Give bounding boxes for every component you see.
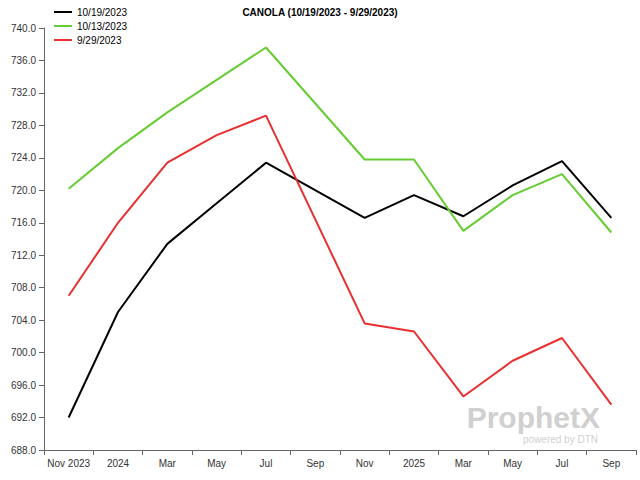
svg-text:712.0: 712.0 [11,250,36,261]
svg-text:9/29/2023: 9/29/2023 [77,35,122,46]
svg-text:Mar: Mar [455,458,473,469]
svg-text:736.0: 736.0 [11,55,36,66]
svg-text:696.0: 696.0 [11,380,36,391]
svg-text:688.0: 688.0 [11,445,36,456]
svg-text:740.0: 740.0 [11,23,36,34]
svg-text:728.0: 728.0 [11,120,36,131]
svg-text:700.0: 700.0 [11,347,36,358]
svg-text:Sep: Sep [602,458,620,469]
svg-text:Jul: Jul [260,458,273,469]
svg-text:ProphetX: ProphetX [467,401,600,434]
svg-text:2024: 2024 [107,458,130,469]
svg-text:708.0: 708.0 [11,282,36,293]
svg-text:Mar: Mar [159,458,177,469]
svg-text:2025: 2025 [403,458,426,469]
svg-text:Nov 2023: Nov 2023 [47,458,90,469]
svg-text:powered by DTN: powered by DTN [523,434,598,445]
svg-text:720.0: 720.0 [11,185,36,196]
svg-text:704.0: 704.0 [11,315,36,326]
svg-text:732.0: 732.0 [11,87,36,98]
svg-text:692.0: 692.0 [11,412,36,423]
svg-text:Nov: Nov [356,458,374,469]
svg-text:May: May [503,458,522,469]
svg-text:CANOLA (10/19/2023 - 9/29/2023: CANOLA (10/19/2023 - 9/29/2023) [242,7,397,18]
svg-text:10/13/2023: 10/13/2023 [77,21,127,32]
svg-text:May: May [207,458,226,469]
svg-text:716.0: 716.0 [11,217,36,228]
svg-text:Sep: Sep [306,458,324,469]
svg-text:724.0: 724.0 [11,152,36,163]
svg-text:Jul: Jul [556,458,569,469]
svg-text:10/19/2023: 10/19/2023 [77,7,127,18]
